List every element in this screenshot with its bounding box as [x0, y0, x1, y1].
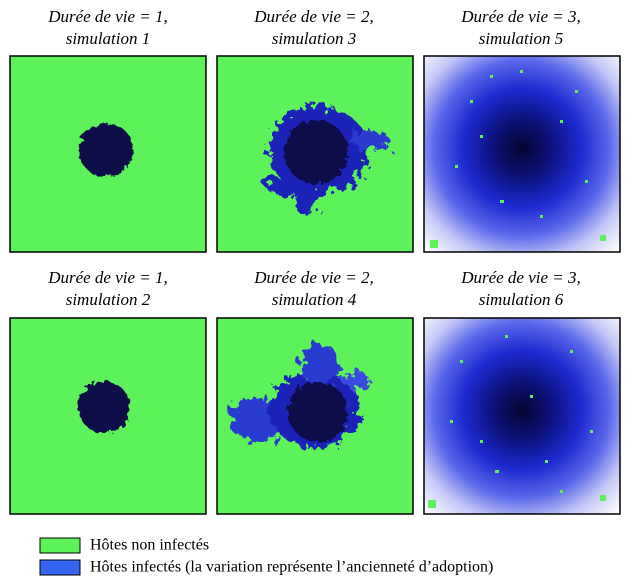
panel-image: [216, 317, 414, 515]
panel-subtitle: simulation 2: [66, 290, 151, 309]
legend-label: Hôtes infectés (la variation représente …: [90, 559, 493, 576]
panel-image: [9, 317, 207, 515]
panel-title: Durée de vie = 1,: [47, 7, 168, 26]
panel-image: [423, 55, 621, 253]
panel-subtitle: simulation 6: [479, 290, 564, 309]
legend-swatch: [39, 537, 81, 554]
panel-title: Durée de vie = 3,: [460, 7, 581, 26]
panel-title: Durée de vie = 2,: [253, 7, 374, 26]
panel-title: Durée de vie = 2,: [253, 268, 374, 287]
panel-title: Durée de vie = 1,: [47, 268, 168, 287]
legend-swatch: [39, 559, 81, 576]
panel-title: Durée de vie = 3,: [460, 268, 581, 287]
panel-subtitle: simulation 1: [66, 29, 151, 48]
panel-subtitle: simulation 4: [272, 290, 357, 309]
legend-label: Hôtes non infectés: [90, 537, 209, 554]
panel-subtitle: simulation 5: [479, 29, 564, 48]
panel-subtitle: simulation 3: [272, 29, 357, 48]
panel-image: [216, 55, 414, 253]
panel-image: [423, 317, 621, 515]
panel-image: [9, 55, 207, 253]
